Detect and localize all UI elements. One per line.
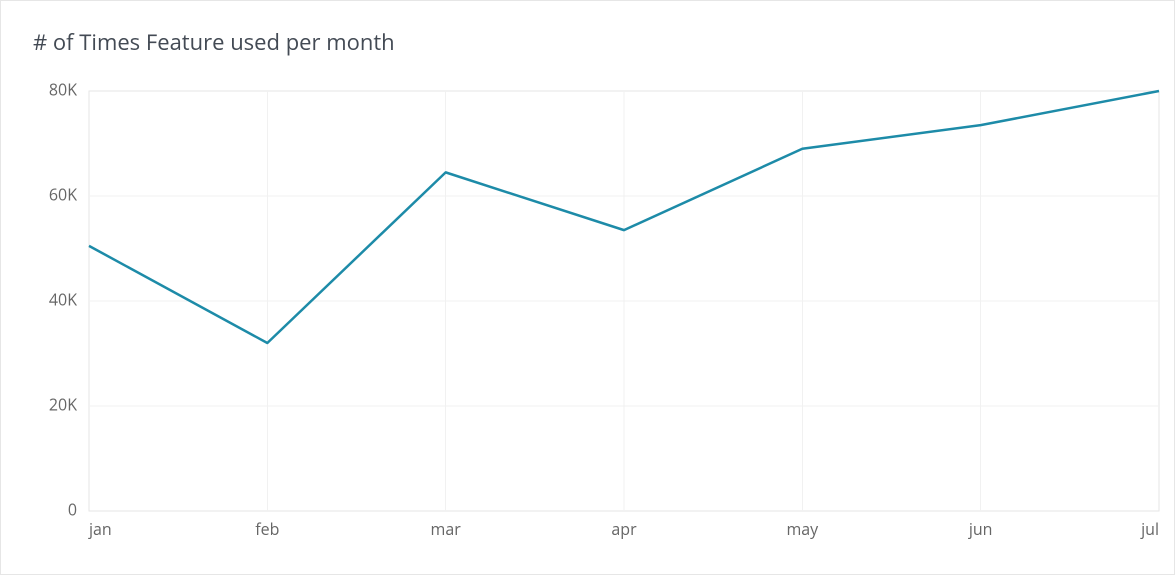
x-tick-label: jul [1140,518,1159,540]
x-tick-label: jan [88,518,112,540]
x-tick-label: apr [611,518,637,540]
y-tick-label: 0 [68,498,77,520]
x-tick-label: may [786,518,819,540]
x-tick-label: mar [431,518,462,540]
y-tick-label: 20K [49,393,77,415]
y-tick-label: 80K [49,78,77,100]
y-tick-label: 40K [49,288,77,310]
chart-plot: 0 20K 40K 60K 80K jan feb mar apr may jun jul [1,1,1175,576]
y-tick-label: 60K [49,183,77,205]
x-tick-label: jun [968,518,993,540]
chart-card: # of Times Feature used per month 020K40… [0,0,1175,575]
x-tick-label: feb [255,518,279,540]
